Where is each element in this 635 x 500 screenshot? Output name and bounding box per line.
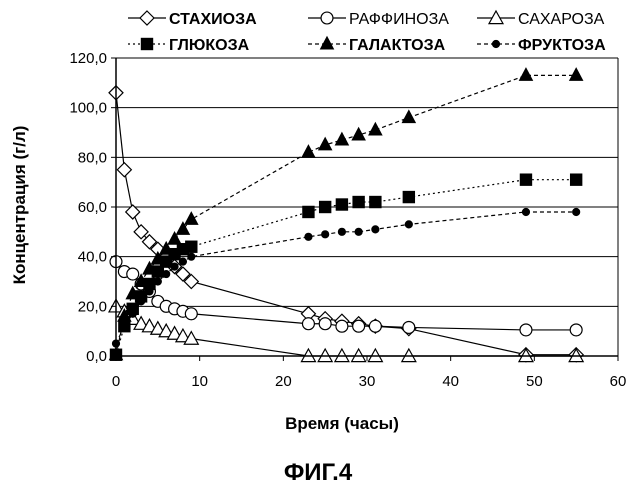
y-tick-label: 80,0 xyxy=(78,149,107,166)
data-point xyxy=(146,288,153,295)
legend-label: ФРУКТОЗА xyxy=(518,37,606,54)
series-layer xyxy=(109,68,583,361)
legend-marker xyxy=(321,37,334,49)
data-point xyxy=(522,208,529,215)
data-point xyxy=(338,228,345,235)
legend-marker xyxy=(140,11,154,25)
legend-label: САХАРОЗА xyxy=(518,11,605,28)
legend-label: РАФФИНОЗА xyxy=(349,11,449,28)
data-point xyxy=(370,196,381,207)
legend-label: ГАЛАКТОЗА xyxy=(349,37,446,54)
data-point xyxy=(355,228,362,235)
x-tick-label: 50 xyxy=(526,373,543,390)
data-point xyxy=(570,68,583,80)
x-tick-label: 40 xyxy=(442,373,459,390)
figure-caption: ФИГ.4 xyxy=(284,459,353,486)
concentration-chart: 0,0 20,0 40,0 60,0 80,0 100,0 120,0 0 10 20 30 40 50… xyxy=(0,0,635,500)
data-point xyxy=(353,320,365,332)
data-point xyxy=(372,226,379,233)
data-point xyxy=(336,199,347,210)
data-point xyxy=(322,231,329,238)
x-tick-label: 60 xyxy=(610,373,627,390)
data-point xyxy=(520,324,532,336)
data-point xyxy=(570,324,582,336)
data-point xyxy=(369,320,381,332)
data-point xyxy=(369,123,382,135)
data-point xyxy=(303,206,314,217)
x-tick-label: 20 xyxy=(275,373,292,390)
legend-marker xyxy=(141,38,152,49)
x-axis-title: Время (часы) xyxy=(285,414,399,433)
data-point xyxy=(403,321,415,333)
data-point xyxy=(403,111,416,123)
x-tick-label: 30 xyxy=(359,373,376,390)
data-point xyxy=(520,174,531,185)
y-tick-label: 100,0 xyxy=(69,100,107,117)
data-point xyxy=(154,278,161,285)
y-tick-label: 0,0 xyxy=(86,348,107,365)
data-point xyxy=(520,68,533,80)
data-point xyxy=(171,263,178,270)
legend-label: СТАХИОЗА xyxy=(169,11,257,28)
legend-label: ГЛЮКОЗА xyxy=(169,37,250,54)
legend: СТАХИОЗА РАФФИНОЗА САХАРОЗА ГЛЮКОЗА ГАЛАКТОЗ… xyxy=(128,11,606,54)
data-point xyxy=(129,310,136,317)
data-point xyxy=(121,323,128,330)
data-point xyxy=(302,145,315,157)
data-point xyxy=(353,196,364,207)
y-axis-title: Концентрация (г/л) xyxy=(10,126,29,285)
data-point xyxy=(163,271,170,278)
series-1 xyxy=(109,86,583,362)
data-point xyxy=(305,233,312,240)
x-tick-label: 10 xyxy=(191,373,208,390)
data-point xyxy=(117,163,131,177)
y-tick-label: 60,0 xyxy=(78,199,107,216)
data-point xyxy=(179,258,186,265)
legend-marker xyxy=(489,11,503,24)
data-point xyxy=(138,298,145,305)
data-point xyxy=(127,268,139,280)
y-tick-label: 120,0 xyxy=(69,50,107,67)
x-tick-label: 0 xyxy=(112,373,120,390)
data-point xyxy=(571,174,582,185)
data-point xyxy=(336,320,348,332)
data-point xyxy=(185,212,198,224)
data-point xyxy=(302,318,314,330)
data-point xyxy=(186,241,197,252)
data-point xyxy=(336,133,349,145)
data-point xyxy=(185,308,197,320)
data-point xyxy=(573,208,580,215)
y-tick-label: 20,0 xyxy=(78,298,107,315)
y-tick-label: 40,0 xyxy=(78,249,107,266)
legend-marker xyxy=(321,12,333,24)
tick-labels: 0,0 20,0 40,0 60,0 80,0 100,0 120,0 0 10 20 30 40 50… xyxy=(69,50,626,390)
data-point xyxy=(405,221,412,228)
data-point xyxy=(188,253,195,260)
legend-marker xyxy=(493,41,500,48)
data-point xyxy=(403,191,414,202)
data-point xyxy=(320,201,331,212)
data-point xyxy=(319,318,331,330)
